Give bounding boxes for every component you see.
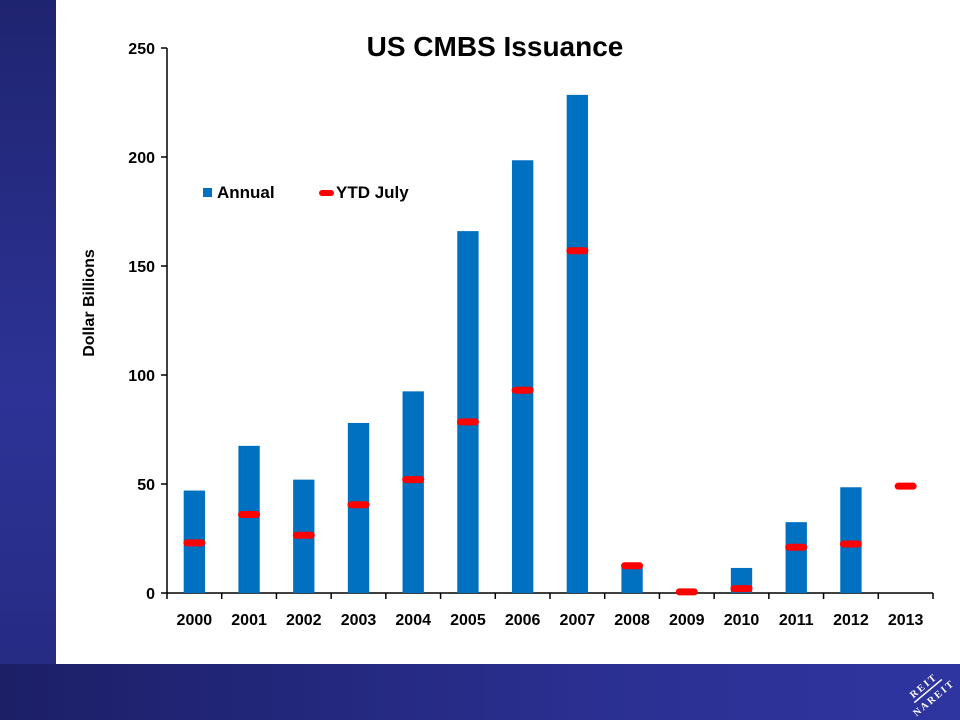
- marker-ytd-july: [511, 386, 534, 394]
- chart-title: US CMBS Issuance: [367, 31, 624, 62]
- bar-annual: [402, 391, 424, 593]
- marker-ytd-july: [675, 588, 698, 596]
- x-tick-label: 2008: [614, 612, 650, 629]
- bar-annual: [511, 160, 534, 593]
- plot-area: 0 50 100 150 200 250 2000 2001 2002 2003 2004 2005 2…: [128, 41, 934, 629]
- y-tick-label: 200: [128, 150, 155, 167]
- marker-ytd-july: [402, 476, 425, 484]
- marker-ytd-july: [456, 418, 479, 426]
- marker-ytd-july: [730, 585, 753, 593]
- legend-label-annual: Annual: [217, 183, 275, 202]
- marker-ytd-july: [347, 501, 370, 509]
- marker-ytd-july: [785, 543, 808, 551]
- marker-ytd-july: [839, 540, 862, 548]
- x-tick-label: 2003: [341, 612, 377, 629]
- bar-annual: [621, 566, 643, 593]
- marker-ytd-july: [238, 511, 261, 519]
- y-tick-label: 0: [146, 586, 155, 603]
- x-tick-label: 2009: [669, 612, 705, 629]
- bar-annual: [566, 94, 589, 594]
- legend-swatch-ytd-july: [319, 190, 334, 196]
- y-tick-label: 50: [137, 477, 155, 494]
- x-tick-label: 2012: [833, 612, 869, 629]
- nareit-logo-icon: REIT NAREIT: [908, 672, 957, 719]
- x-tick-label: 2001: [231, 612, 267, 629]
- x-tick-label: 2005: [450, 612, 486, 629]
- x-tick-label: 2007: [560, 612, 596, 629]
- cmbs-issuance-chart: US CMBS Issuance Dollar Billions 0 50 100 1…: [81, 31, 934, 629]
- x-tick-label: 2002: [286, 612, 322, 629]
- y-tick-label: 100: [128, 368, 155, 385]
- bar-annual: [840, 487, 862, 593]
- x-tick-label: 2006: [505, 612, 541, 629]
- y-tick-label: 150: [128, 259, 155, 276]
- bottom-background-band: [0, 664, 960, 720]
- marker-ytd-july: [566, 247, 589, 255]
- legend: Annual YTD July: [203, 183, 409, 202]
- x-tick-label: 2013: [888, 612, 924, 629]
- marker-ytd-july: [292, 531, 315, 539]
- x-tick-label: 2004: [395, 612, 431, 629]
- x-tick-label: 2000: [177, 612, 213, 629]
- bar-annual: [457, 231, 479, 593]
- legend-swatch-annual: [203, 188, 212, 197]
- bar-annual: [785, 522, 807, 593]
- left-background-band: [0, 0, 56, 720]
- x-tick-label: 2010: [724, 612, 760, 629]
- marker-ytd-july: [894, 482, 917, 490]
- chart-panel: US CMBS Issuance Dollar Billions 0 50 100 1…: [56, 0, 960, 664]
- bar-annual: [238, 445, 260, 593]
- marker-ytd-july: [183, 539, 206, 547]
- legend-label-ytd-july: YTD July: [336, 183, 409, 202]
- x-tick-label: 2011: [779, 612, 814, 629]
- marker-ytd-july: [621, 562, 644, 570]
- y-tick-label: 250: [128, 41, 155, 58]
- y-axis-label: Dollar Billions: [81, 249, 98, 357]
